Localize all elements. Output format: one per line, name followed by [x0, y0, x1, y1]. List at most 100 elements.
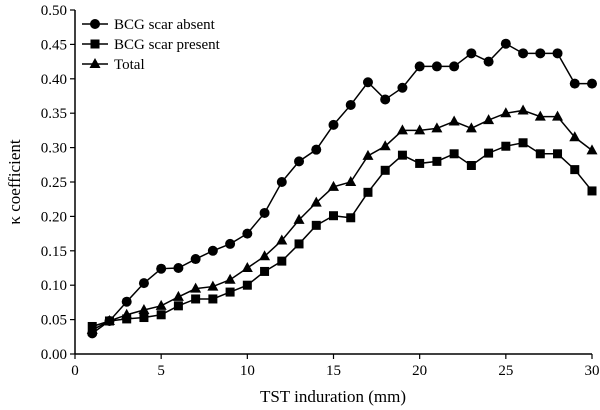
data-point-triangle [259, 250, 271, 261]
y-tick-label: 0.35 [41, 106, 67, 122]
series-line [92, 141, 593, 328]
y-tick-label: 0.45 [41, 37, 67, 53]
data-point-triangle [138, 303, 150, 314]
legend-label: BCG scar present [114, 37, 221, 53]
data-point-square [553, 149, 563, 159]
data-point-triangle [500, 107, 512, 118]
x-axis-label: TST induration (mm) [260, 387, 406, 406]
data-point-circle [276, 177, 287, 187]
data-point-circle [259, 207, 270, 218]
data-point-square [242, 280, 252, 290]
y-tick-label: 0.40 [41, 72, 67, 88]
data-point-circle [500, 38, 511, 49]
data-point-circle [156, 263, 167, 274]
data-point-triangle [362, 149, 374, 160]
y-tick-label: 0.25 [41, 175, 67, 191]
series-group [86, 38, 598, 339]
data-point-square [380, 165, 390, 175]
data-point-circle [190, 254, 201, 265]
y-tick-label: 0.20 [41, 209, 67, 225]
x-tick-label: 20 [412, 363, 427, 379]
data-point-square [449, 149, 459, 159]
y-axis-label: κ coefficient [5, 139, 24, 224]
data-point-circle [535, 48, 546, 59]
series-triangle [86, 104, 598, 334]
data-point-square [277, 256, 287, 266]
data-point-square [346, 213, 356, 223]
data-point-square [415, 158, 425, 168]
data-point-triangle [241, 262, 253, 272]
data-point-square [587, 186, 597, 196]
data-point-circle [362, 77, 373, 88]
data-point-square [484, 148, 494, 158]
data-point-circle [587, 78, 597, 89]
legend-marker-circle [90, 19, 100, 29]
x-tick-label: 25 [498, 363, 513, 379]
data-point-circle [552, 48, 563, 59]
data-point-circle [483, 56, 494, 67]
data-point-square [156, 310, 166, 320]
data-point-triangle [517, 104, 529, 115]
data-point-circle [328, 119, 339, 130]
data-point-circle [518, 48, 529, 59]
data-point-square [139, 313, 149, 323]
x-tick-label: 0 [71, 363, 79, 379]
data-point-circle [138, 278, 149, 289]
data-point-square [518, 138, 528, 148]
data-point-square [432, 156, 442, 166]
data-point-square [225, 287, 235, 297]
data-point-triangle [414, 124, 426, 135]
x-tick-label: 5 [157, 363, 165, 379]
data-point-triangle [534, 110, 546, 121]
data-point-triangle [310, 196, 322, 207]
data-point-triangle [345, 176, 357, 186]
x-tick-label: 10 [240, 363, 255, 379]
data-point-circle [466, 48, 477, 59]
data-point-triangle [190, 282, 202, 293]
data-point-triangle [448, 115, 460, 126]
data-point-square [173, 301, 183, 311]
data-point-triangle [224, 273, 236, 284]
series-line [91, 42, 592, 334]
data-point-circle [311, 144, 322, 155]
data-point-triangle [86, 323, 98, 334]
data-point-triangle [552, 110, 564, 121]
data-point-square [397, 150, 407, 160]
data-point-circle [431, 61, 442, 72]
data-point-circle [569, 78, 580, 89]
data-point-square [570, 165, 580, 175]
legend-marker-square [90, 39, 100, 49]
data-point-square [294, 239, 304, 249]
data-point-triangle [103, 314, 115, 325]
series-circle [87, 38, 597, 339]
data-point-square [535, 149, 545, 159]
y-tick-label: 0.00 [41, 347, 67, 363]
y-tick-label: 0.10 [41, 278, 67, 294]
legend-marker-triangle [89, 58, 101, 68]
legend: BCG scar absent BCG scar present Total [82, 17, 221, 73]
data-point-square [208, 294, 218, 304]
data-point-triangle [328, 180, 339, 191]
data-point-triangle [569, 131, 581, 142]
data-point-circle [449, 61, 460, 72]
data-point-circle [345, 99, 356, 110]
data-point-square [311, 220, 321, 230]
data-point-square [191, 294, 201, 304]
data-point-triangle [431, 122, 443, 133]
data-point-square [501, 141, 511, 151]
x-tick-label: 15 [326, 363, 341, 379]
data-point-triangle [172, 290, 184, 301]
data-point-square [466, 160, 476, 170]
data-point-triangle [155, 299, 167, 310]
data-point-triangle [293, 213, 305, 224]
data-point-triangle [586, 144, 598, 155]
y-tick-label: 0.05 [41, 313, 67, 329]
y-tick-label: 0.50 [41, 3, 67, 19]
y-tick-label: 0.30 [41, 141, 67, 157]
data-point-circle [397, 82, 408, 93]
data-point-triangle [483, 114, 495, 125]
data-point-square [363, 187, 373, 197]
series-square [87, 138, 597, 331]
data-point-circle [225, 238, 236, 249]
data-point-square [122, 314, 132, 324]
